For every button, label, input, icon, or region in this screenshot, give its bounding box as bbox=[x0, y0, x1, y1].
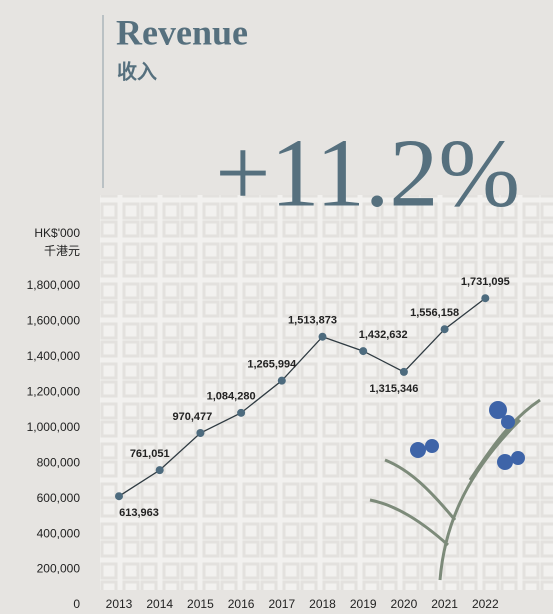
data-label: 1,265,994 bbox=[247, 359, 297, 371]
x-tick-label: 2020 bbox=[391, 597, 418, 611]
data-label: 1,315,346 bbox=[369, 383, 418, 395]
y-tick-label: 600,000 bbox=[37, 491, 81, 505]
x-tick-label: 2015 bbox=[187, 597, 214, 611]
y-tick-label: 1,200,000 bbox=[27, 385, 81, 399]
data-point bbox=[196, 429, 205, 438]
chart-subtitle: 收入 bbox=[117, 59, 157, 83]
data-point bbox=[115, 492, 123, 501]
series-line bbox=[118, 297, 486, 497]
data-label: 1,432,632 bbox=[359, 329, 408, 341]
y-tick-label: 0 bbox=[73, 597, 80, 611]
y-axis-label-secondary: 千港元 bbox=[44, 244, 80, 258]
plant bbox=[369, 398, 541, 581]
growth-annotation: +11.2% bbox=[215, 119, 520, 227]
y-tick-label: 1,000,000 bbox=[27, 420, 81, 434]
data-label: 970,477 bbox=[173, 411, 213, 423]
data-point bbox=[237, 408, 246, 417]
chart-title: Revenue bbox=[116, 12, 248, 52]
data-label: 761,051 bbox=[130, 448, 170, 460]
data-label: 1,084,280 bbox=[207, 391, 256, 403]
lattice bbox=[100, 195, 553, 590]
y-tick-label: 800,000 bbox=[37, 455, 81, 469]
x-tick-label: 2014 bbox=[146, 597, 173, 611]
data-point bbox=[277, 376, 286, 385]
data-label: 613,963 bbox=[119, 507, 159, 519]
data-label: 1,513,873 bbox=[288, 315, 337, 327]
data-label: 1,731,095 bbox=[461, 276, 510, 288]
x-tick-label: 2022 bbox=[472, 597, 499, 611]
x-tick-label: 2021 bbox=[431, 597, 458, 611]
y-tick-label: 1,600,000 bbox=[27, 314, 81, 328]
data-point bbox=[440, 325, 449, 334]
data-label: 1,556,158 bbox=[410, 307, 459, 319]
data-point bbox=[359, 347, 368, 356]
x-tick-label: 2017 bbox=[268, 597, 295, 611]
x-tick-label: 2013 bbox=[106, 597, 133, 611]
y-tick-label: 1,400,000 bbox=[27, 349, 81, 363]
y-tick-label: 200,000 bbox=[37, 562, 81, 576]
y-axis-label: HK$'000 bbox=[34, 226, 80, 240]
x-tick-label: 2018 bbox=[309, 597, 336, 611]
data-point bbox=[481, 294, 490, 303]
x-tick-label: 2016 bbox=[228, 597, 255, 611]
y-tick-label: 400,000 bbox=[37, 526, 81, 540]
data-point bbox=[155, 466, 164, 475]
data-point bbox=[399, 367, 408, 376]
x-tick-label: 2019 bbox=[350, 597, 377, 611]
y-tick-label: 1,800,000 bbox=[27, 278, 81, 292]
data-point bbox=[318, 332, 327, 341]
